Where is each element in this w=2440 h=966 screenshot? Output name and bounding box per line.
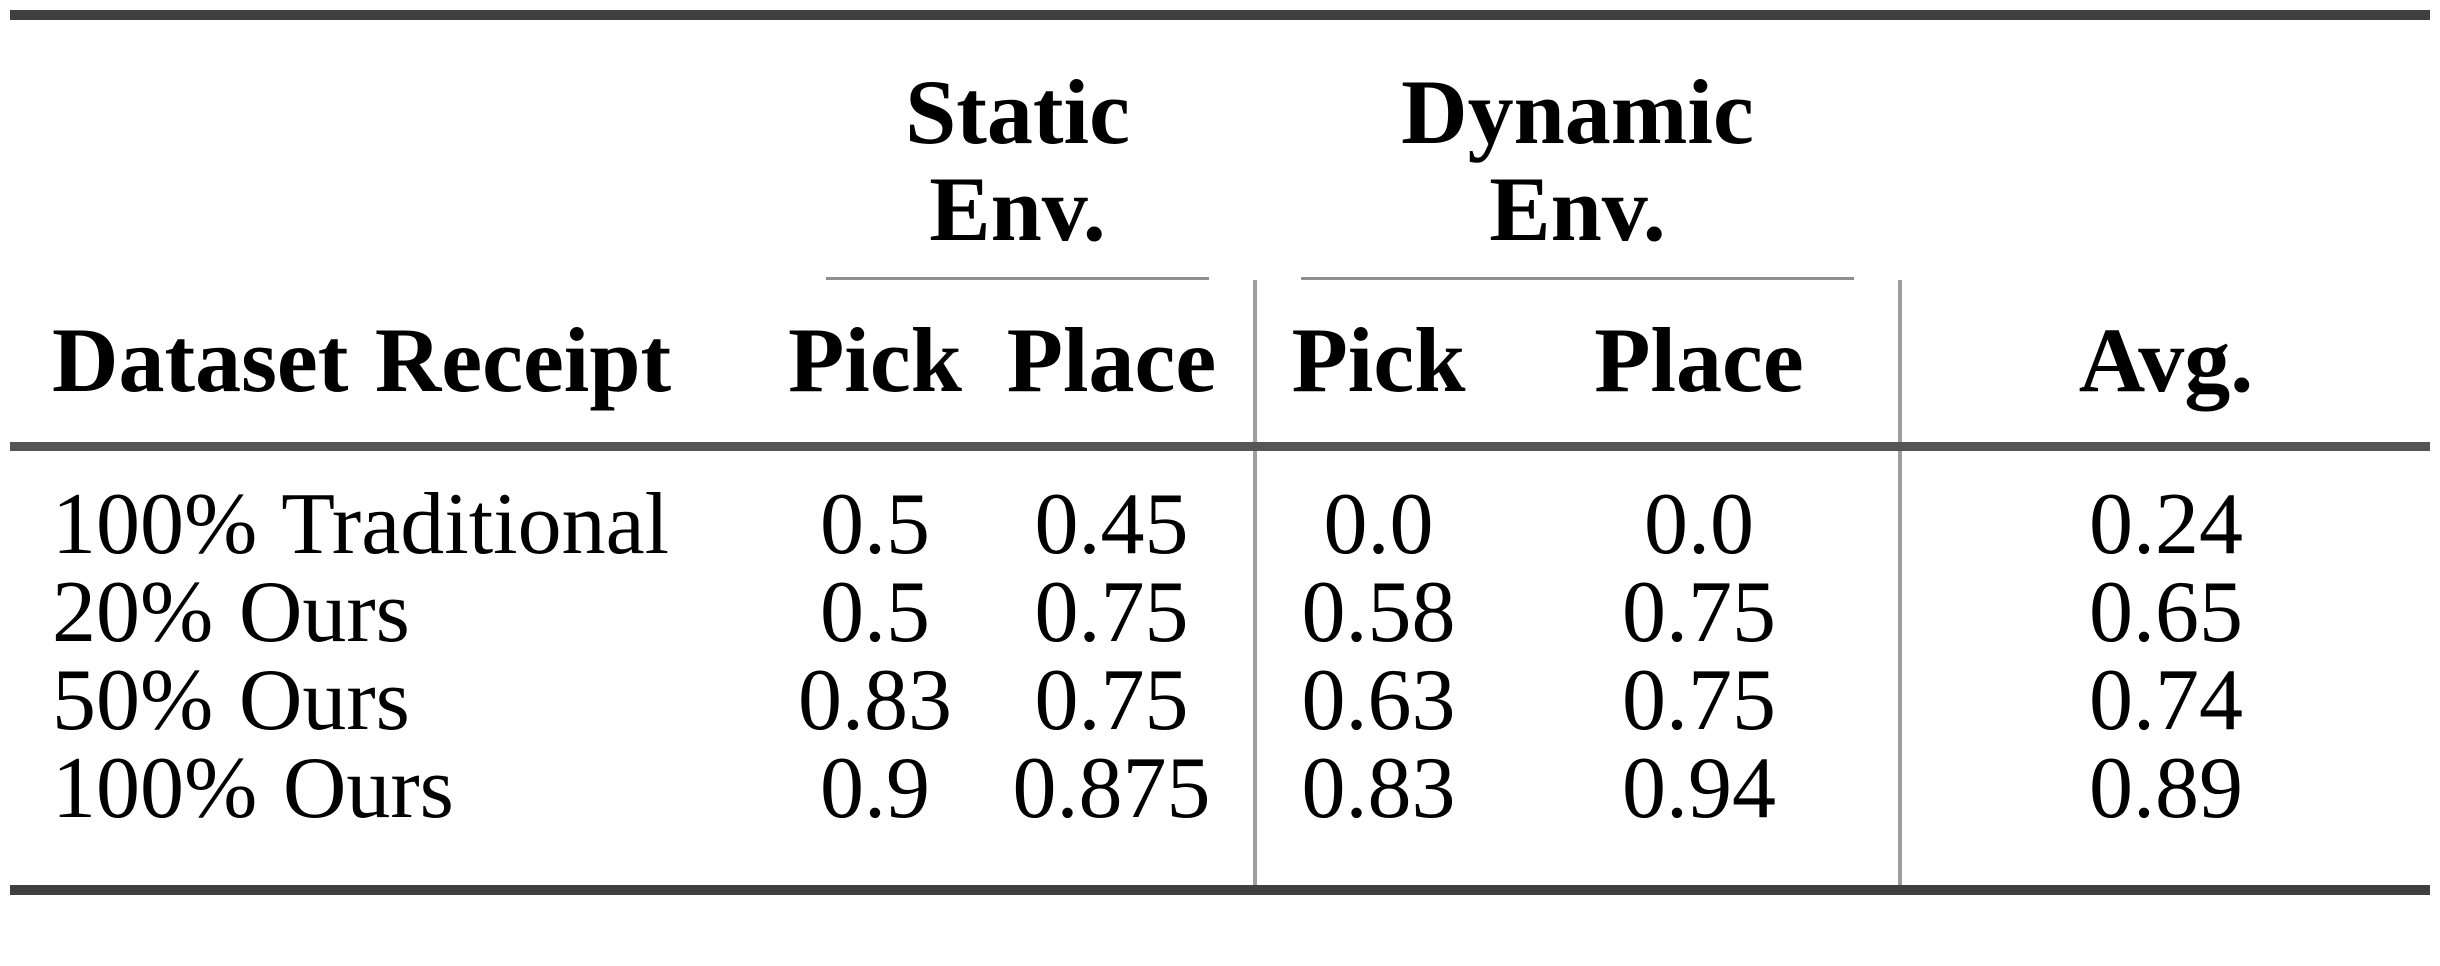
header-dynamic-place: Place: [1500, 280, 1900, 452]
header-dynamic-pick: Pick: [1253, 280, 1500, 452]
cell-dynamic-pick: 0.63: [1253, 657, 1500, 746]
cell-dynamic-place: 0.75: [1622, 652, 1776, 750]
cell-static-pick: 0.83: [798, 652, 952, 750]
blank-corner-cell: [1900, 15, 2430, 280]
blank-corner-cell: [10, 15, 780, 280]
header-static-place: Place: [970, 280, 1255, 452]
results-table: Static Env. Dynamic Env. Dataset Receipt…: [10, 10, 2430, 896]
cell-avg: 0.24: [1898, 446, 2430, 570]
cell-dataset: 100% Traditional: [52, 476, 670, 574]
cell-avg: 0.89: [1898, 745, 2430, 891]
static-env-label: Static Env.: [826, 64, 1209, 281]
cell-dataset: 20% Ours: [52, 564, 410, 662]
cell-static-place: 0.75: [1034, 652, 1189, 750]
group-header-row: Static Env. Dynamic Env.: [10, 15, 2430, 281]
cell-dataset: 100% Ours: [52, 740, 454, 838]
cell-static-place: 0.75: [1034, 564, 1189, 662]
cell-dataset: 50% Ours: [52, 652, 410, 750]
cell-avg: 0.65: [1898, 569, 2430, 658]
cell-dynamic-pick: 0.0: [1253, 446, 1500, 570]
cell-dynamic-pick: 0.83: [1253, 745, 1500, 891]
table-row: 50% Ours 0.83 0.75 0.63 0.75 0.74: [10, 652, 2430, 750]
cell-dynamic-pick: 0.58: [1253, 569, 1500, 658]
cell-static-pick: 0.5: [820, 476, 930, 574]
table-row: 100% Traditional 0.5 0.45 0.0 0.0 0.24: [10, 446, 2430, 574]
dynamic-env-label: Dynamic Env.: [1301, 64, 1854, 281]
cell-avg: 0.74: [1898, 657, 2430, 746]
header-static-pick: Pick: [780, 280, 970, 452]
header-dataset-receipt: Dataset Receipt: [10, 280, 780, 452]
table-row: 20% Ours 0.5 0.75 0.58 0.75 0.65: [10, 564, 2430, 662]
header-avg: Avg.: [1898, 280, 2430, 452]
table-row: 100% Ours 0.9 0.875 0.83 0.94 0.89: [10, 740, 2430, 891]
cell-static-place: 0.45: [1034, 476, 1189, 574]
cell-static-pick: 0.9: [820, 740, 930, 838]
dynamic-env-group-header: Dynamic Env.: [1255, 15, 1900, 281]
column-header-row: Dataset Receipt Pick Place Pick Place Av…: [10, 280, 2430, 452]
cell-dynamic-place: 0.94: [1622, 740, 1776, 838]
cell-dynamic-place: 0.75: [1622, 564, 1776, 662]
static-env-group-header: Static Env.: [780, 15, 1255, 281]
cell-static-place: 0.875: [1012, 740, 1211, 838]
cell-dynamic-place: 0.0: [1644, 476, 1754, 574]
cell-static-pick: 0.5: [820, 564, 930, 662]
